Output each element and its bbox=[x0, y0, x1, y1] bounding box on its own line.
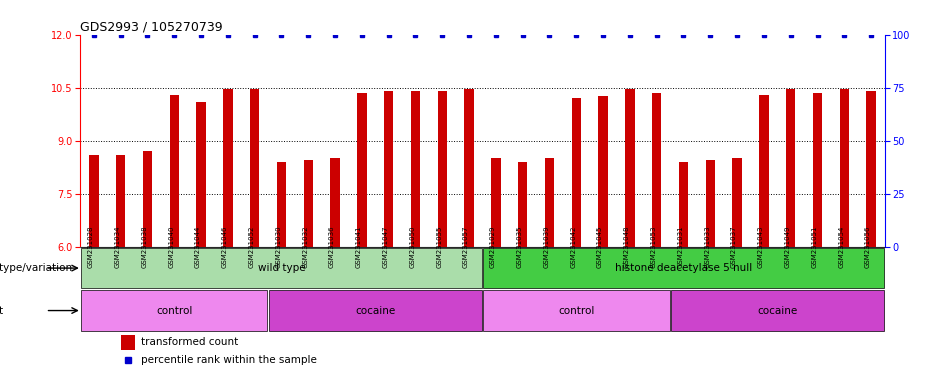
Bar bbox=[545, 159, 554, 247]
Text: GSM231045: GSM231045 bbox=[597, 226, 604, 268]
Bar bbox=[169, 95, 179, 247]
Bar bbox=[599, 96, 607, 247]
Bar bbox=[679, 162, 688, 247]
Text: GSM231041: GSM231041 bbox=[356, 226, 361, 268]
Text: GSM231029: GSM231029 bbox=[490, 226, 496, 268]
Text: GSM231028: GSM231028 bbox=[88, 226, 94, 268]
Bar bbox=[250, 89, 259, 247]
Text: GSM231038: GSM231038 bbox=[141, 225, 148, 268]
Text: percentile rank within the sample: percentile rank within the sample bbox=[141, 355, 317, 365]
Bar bbox=[277, 162, 286, 247]
Text: GSM231050: GSM231050 bbox=[410, 226, 415, 268]
Bar bbox=[197, 102, 205, 247]
Text: GSM231035: GSM231035 bbox=[517, 226, 523, 268]
Bar bbox=[81, 248, 482, 288]
Bar bbox=[571, 98, 581, 247]
Text: GSM231032: GSM231032 bbox=[302, 226, 308, 268]
Text: GSM231056: GSM231056 bbox=[865, 226, 871, 268]
Text: GSM231049: GSM231049 bbox=[784, 226, 791, 268]
Bar bbox=[89, 155, 98, 247]
Text: GSM231042: GSM231042 bbox=[570, 226, 576, 268]
Text: GSM231033: GSM231033 bbox=[704, 225, 710, 268]
Bar bbox=[304, 160, 313, 247]
Bar bbox=[483, 248, 884, 288]
Text: GSM231052: GSM231052 bbox=[249, 226, 254, 268]
Bar bbox=[491, 159, 500, 247]
Text: GSM231048: GSM231048 bbox=[623, 226, 630, 268]
Text: agent: agent bbox=[0, 306, 4, 316]
Text: GSM231037: GSM231037 bbox=[731, 225, 737, 268]
Bar bbox=[330, 159, 340, 247]
Bar bbox=[706, 160, 715, 247]
Text: GSM231036: GSM231036 bbox=[329, 225, 335, 268]
Bar bbox=[786, 89, 796, 247]
Text: transformed count: transformed count bbox=[141, 337, 238, 348]
Text: control: control bbox=[558, 306, 594, 316]
Bar bbox=[867, 91, 876, 247]
Text: GSM231055: GSM231055 bbox=[436, 226, 443, 268]
Text: cocaine: cocaine bbox=[757, 306, 797, 316]
Text: GDS2993 / 105270739: GDS2993 / 105270739 bbox=[80, 20, 223, 33]
Text: GSM231039: GSM231039 bbox=[543, 225, 550, 268]
Text: GSM231044: GSM231044 bbox=[195, 226, 201, 268]
Bar bbox=[518, 162, 527, 247]
Text: cocaine: cocaine bbox=[355, 306, 395, 316]
Text: GSM231057: GSM231057 bbox=[463, 226, 469, 268]
Bar bbox=[384, 91, 394, 247]
Bar bbox=[483, 290, 670, 331]
Bar bbox=[143, 151, 152, 247]
Bar bbox=[760, 95, 768, 247]
Text: GSM231030: GSM231030 bbox=[275, 225, 282, 268]
Text: control: control bbox=[156, 306, 192, 316]
Bar bbox=[121, 335, 135, 350]
Bar bbox=[813, 93, 822, 247]
Bar bbox=[81, 290, 268, 331]
Bar bbox=[358, 93, 366, 247]
Bar bbox=[438, 91, 447, 247]
Bar bbox=[223, 89, 233, 247]
Text: GSM231047: GSM231047 bbox=[382, 226, 389, 268]
Text: GSM231054: GSM231054 bbox=[838, 226, 844, 268]
Text: GSM231053: GSM231053 bbox=[651, 226, 657, 268]
Text: GSM231051: GSM231051 bbox=[812, 226, 817, 268]
Text: GSM231034: GSM231034 bbox=[114, 226, 121, 268]
Text: genotype/variation: genotype/variation bbox=[0, 263, 72, 273]
Text: wild type: wild type bbox=[257, 263, 306, 273]
Bar bbox=[671, 290, 884, 331]
Bar bbox=[652, 93, 661, 247]
Bar bbox=[732, 159, 742, 247]
Bar bbox=[625, 89, 635, 247]
Bar bbox=[840, 89, 849, 247]
Bar bbox=[269, 290, 482, 331]
Text: GSM231046: GSM231046 bbox=[221, 226, 228, 268]
Bar bbox=[116, 155, 125, 247]
Text: histone deacetylase 5 null: histone deacetylase 5 null bbox=[615, 263, 752, 273]
Text: GSM231043: GSM231043 bbox=[758, 226, 764, 268]
Text: GSM231040: GSM231040 bbox=[168, 226, 174, 268]
Bar bbox=[464, 89, 474, 247]
Text: GSM231031: GSM231031 bbox=[677, 225, 683, 268]
Bar bbox=[411, 91, 420, 247]
